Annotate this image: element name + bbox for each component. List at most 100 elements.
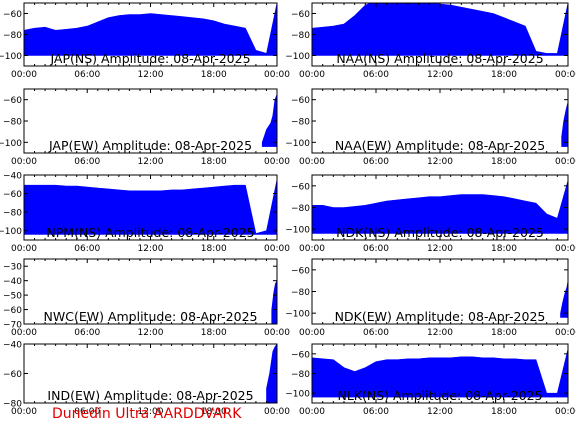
x-tick-label: 06:00 [363,407,389,417]
amplitude-series [560,280,568,318]
amplitude-series [312,180,568,234]
panel-title: NWC(EW) Amplitude: 08-Apr-2025 [44,309,258,324]
x-tick-label: 12:00 [427,70,453,80]
x-tick-label: 06:00 [363,328,389,338]
chart-panel-9: 00:00 06:00 12:00 18:00 00:00−80−60−40IND(EW… [3,341,290,418]
x-tick-label: 00:00 [264,328,290,338]
y-tick-label: −80 [291,31,310,41]
chart-panel-5: 00:00 06:00 12:00 18:00 00:00 −100 −80 −60 −40 NP… [0,172,290,255]
x-tick-label: 00:00 [264,70,290,80]
x-tick-label: 12:00 [427,244,453,254]
x-tick-label: 06:00 [363,157,389,167]
x-tick-label: 12:00 [138,157,164,167]
y-tick-label: −40 [3,277,22,287]
y-tick-label: −100 [285,390,310,400]
plot-area [271,280,277,324]
chart-panel-7: 00:00 06:00 12:00 18:00 00:00−70−60−50−40−30… [3,258,290,338]
plot-area [312,348,568,398]
y-tick-label: −100 [285,310,310,320]
x-tick-label: 00:00 [555,157,576,167]
x-tick-label: 12:00 [138,244,164,254]
x-tick-label: 12:00 [427,157,453,167]
x-tick-label: 00:00 [264,157,290,167]
y-tick-label: −60 [3,96,22,106]
y-tick-label: −60 [3,370,22,380]
panel-title: NAA(EW) Amplitude: 08-Apr-2025 [335,138,545,153]
chart-panel-3: 00:00 06:00 12:00 18:00 00:00 −100 −80 −60 JAP(E… [0,88,290,167]
y-tick-label: −80 [3,31,22,41]
x-tick-label: 18:00 [201,407,227,417]
panel-title: NLK(NS) Amplitude: 08-Apr-2025 [337,388,542,403]
panel-title: NDK(NS) Amplitude: 08-Apr-2025 [336,225,544,240]
plot-area [560,280,568,318]
y-tick-label: −60 [3,306,22,316]
y-tick-label: −100 [0,52,22,62]
y-tick-label: −100 [285,139,310,149]
x-tick-label: 18:00 [491,407,517,417]
y-tick-label: −100 [0,139,22,149]
x-tick-label: 00:00 [264,244,290,254]
panel-title: NPM(NS) Amplitude: 08-Apr-2025 [46,225,254,240]
amplitude-series [266,344,277,403]
x-tick-label: 06:00 [74,157,100,167]
plot-area [266,344,277,403]
x-tick-label: 12:00 [138,407,164,417]
chart-panel-6: 00:00 06:00 12:00 18:00 00:00 −100 −80 −60 NDK(N… [285,174,576,254]
x-tick-label: 00:00 [11,157,37,167]
x-tick-label: 18:00 [491,157,517,167]
panel-title: IND(EW) Amplitude: 08-Apr-2025 [47,388,253,403]
plot-area [261,94,277,147]
x-tick-label: 00:00 [11,244,37,254]
x-tick-label: 00:00 [299,244,325,254]
panel-title: NDK(EW) Amplitude: 08-Apr-2025 [335,309,546,324]
y-tick-label: −30 [3,263,22,273]
amplitude-series [24,3,277,56]
x-tick-label: 00:00 [264,407,290,417]
y-tick-label: −60 [291,350,310,360]
y-tick-label: −80 [3,118,22,128]
chart-panel-1: 00:00 06:00 12:00 18:00 00:00 −100 −80 −60 JAP(N… [0,2,290,80]
x-tick-label: 00:00 [299,328,325,338]
x-tick-label: 06:00 [74,407,100,417]
chart-panel-2: 00:00 06:00 12:00 18:00 00:00 −100 −80 −60 NAA(N… [285,2,576,80]
y-tick-label: −60 [3,10,22,20]
y-tick-label: −80 [3,209,22,219]
footer-caption: Dunedin Ultra AARDDVARK [52,406,242,422]
y-tick-label: −100 [0,227,22,237]
panel-title: JAP(EW) Amplitude: 08-Apr-2025 [48,138,252,153]
x-tick-label: 18:00 [491,328,517,338]
x-tick-label: 00:00 [555,244,576,254]
x-tick-label: 00:00 [11,407,37,417]
x-tick-label: 12:00 [138,70,164,80]
x-tick-label: 12:00 [427,328,453,338]
x-tick-label: 12:00 [138,328,164,338]
y-tick-label: −60 [291,182,310,192]
x-tick-label: 00:00 [11,328,37,338]
x-tick-label: 18:00 [201,70,227,80]
chart-panel-4: 00:00 06:00 12:00 18:00 00:00 −100 −80 −60 NAA(E… [285,88,576,167]
amplitude-series [271,280,277,324]
y-tick-label: −60 [3,190,22,200]
y-tick-label: −60 [291,266,310,276]
y-tick-label: −60 [291,10,310,20]
x-tick-label: 06:00 [74,70,100,80]
plot-area [24,3,277,56]
y-tick-label: −80 [291,288,310,298]
x-tick-label: 00:00 [299,157,325,167]
x-tick-label: 00:00 [555,328,576,338]
y-tick-label: −80 [291,370,310,380]
x-tick-label: 12:00 [427,407,453,417]
plot-area [312,3,568,56]
plot-area [24,179,277,235]
amplitude-series [312,348,568,398]
y-tick-label: −80 [3,400,22,410]
x-tick-label: 06:00 [74,328,100,338]
amplitude-series [24,179,277,235]
y-tick-label: −80 [291,118,310,128]
y-tick-label: −100 [285,52,310,62]
panel-title: NAA(NS) Amplitude: 08-Apr-2025 [336,51,543,66]
x-tick-label: 06:00 [363,244,389,254]
chart-panel-8: 00:00 06:00 12:00 18:00 00:00 −100 −80 −60 NDK(E… [285,258,576,338]
amplitude-series [561,101,568,147]
